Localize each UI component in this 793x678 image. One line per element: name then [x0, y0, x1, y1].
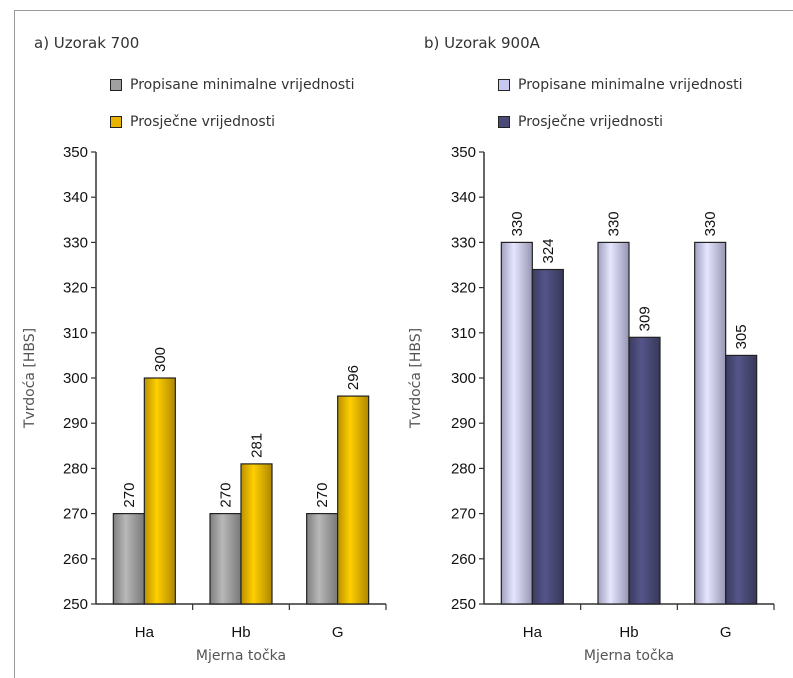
- chart-b-legend-min-label: Propisane minimalne vrijednosti: [518, 77, 743, 93]
- chart-b-y-tick-label: 280: [451, 460, 476, 477]
- chart-a-data-label-ha-avg: 300: [152, 347, 169, 372]
- chart-b-x-axis-title: Mjerna točka: [584, 648, 674, 664]
- chart-b-y-tick-label: 290: [451, 415, 476, 432]
- chart-a-bar-hb-avg: [240, 463, 273, 605]
- chart-a-y-tick-label: 320: [63, 280, 88, 297]
- frame-border-left: [14, 10, 15, 678]
- chart-a-x-tick-label: G: [332, 624, 344, 641]
- chart-b-bar-hb-avg: [628, 336, 661, 605]
- chart-a-data-label-g-avg: 296: [345, 365, 362, 390]
- chart-b-bar-ha-avg: [531, 268, 564, 605]
- chart-b-legend-min: Propisane minimalne vrijednosti: [498, 77, 743, 93]
- chart-a-y-axis-title: Tvrdoća [HBS]: [22, 328, 38, 429]
- chart-b-legend-avg: Prosječne vrijednosti: [498, 114, 663, 130]
- chart-a-y-tick-label: 330: [63, 234, 88, 251]
- chart-b-y-tick-label: 320: [451, 280, 476, 297]
- chart-b-y-tick-label: 270: [451, 506, 476, 523]
- chart-b-x-tick-label: Ha: [523, 624, 543, 641]
- chart-b-y-tick-label: 310: [451, 325, 476, 342]
- chart-b-title: b) Uzorak 900A: [424, 34, 540, 52]
- chart-a-y-tick-label: 290: [63, 415, 88, 432]
- chart-a-data-label-ha-min: 270: [121, 483, 138, 508]
- chart-a-y-tick-label: 340: [63, 189, 88, 206]
- chart-a-title: a) Uzorak 700: [34, 34, 140, 52]
- chart-a-y-tick-label: 260: [63, 551, 88, 568]
- chart-a-legend-min-label: Propisane minimalne vrijednosti: [130, 77, 355, 93]
- chart-b-data-label-g-avg: 305: [733, 324, 750, 349]
- chart-b-data-label-hb-min: 330: [606, 211, 623, 236]
- chart-a-legend-avg: Prosječne vrijednosti: [110, 114, 275, 130]
- chart-a-bar-g-avg: [337, 395, 370, 605]
- chart-a-x-axis-title: Mjerna točka: [196, 648, 286, 664]
- chart-a-y-tick-label: 300: [63, 370, 88, 387]
- chart-b-legend-min-swatch: [498, 79, 510, 91]
- chart-b-data-label-g-min: 330: [702, 211, 719, 236]
- chart-a-y-tick-label: 310: [63, 325, 88, 342]
- chart-a-x-tick-label: Ha: [135, 624, 155, 641]
- chart-a-bar-ha-avg: [143, 377, 176, 605]
- chart-a-legend-avg-label: Prosječne vrijednosti: [130, 114, 276, 130]
- chart-b-bar-ha-min: [500, 241, 533, 605]
- chart-a-bar-hb-min: [209, 512, 242, 605]
- chart-b-x-tick-label: Hb: [619, 624, 638, 641]
- chart-b-data-label-ha-min: 330: [509, 211, 526, 236]
- chart-a-data-label-g-min: 270: [314, 483, 331, 508]
- chart-a-y-tick-label: 350: [63, 144, 88, 161]
- chart-b-y-tick-label: 340: [451, 189, 476, 206]
- chart-b-data-label-hb-avg: 309: [637, 306, 654, 331]
- chart-b-y-tick-label: 350: [451, 144, 476, 161]
- chart-a-legend-min-swatch: [110, 79, 122, 91]
- chart-a-data-label-hb-min: 270: [218, 483, 235, 508]
- chart-b-bar-g-avg: [725, 354, 758, 605]
- chart-b-bar-hb-min: [597, 241, 630, 605]
- chart-b-y-tick-label: 260: [451, 551, 476, 568]
- chart-a-legend-min: Propisane minimalne vrijednosti: [110, 77, 355, 93]
- chart-a-y-tick-label: 280: [63, 460, 88, 477]
- chart-b-legend-avg-swatch: [498, 116, 510, 128]
- chart-b-y-axis-title: Tvrdoća [HBS]: [408, 328, 424, 429]
- chart-b-y-tick-label: 300: [451, 370, 476, 387]
- chart-b-legend-avg-label: Prosječne vrijednosti: [518, 114, 664, 130]
- chart-b-data-label-ha-avg: 324: [540, 238, 557, 263]
- chart-b-y-tick-label: 330: [451, 234, 476, 251]
- chart-a-y-tick-label: 270: [63, 506, 88, 523]
- chart-b-bar-g-min: [694, 241, 727, 605]
- chart-a-data-label-hb-avg: 281: [249, 433, 266, 458]
- chart-a-bar-ha-min: [112, 512, 145, 605]
- chart-a-x-tick-label: Hb: [231, 624, 250, 641]
- chart-a-legend-avg-swatch: [110, 116, 122, 128]
- chart-a-bar-g-min: [306, 512, 339, 605]
- chart-b-x-tick-label: G: [720, 624, 732, 641]
- frame-border-top: [14, 10, 793, 11]
- chart-a-y-tick-label: 250: [63, 596, 88, 613]
- chart-b-y-tick-label: 250: [451, 596, 476, 613]
